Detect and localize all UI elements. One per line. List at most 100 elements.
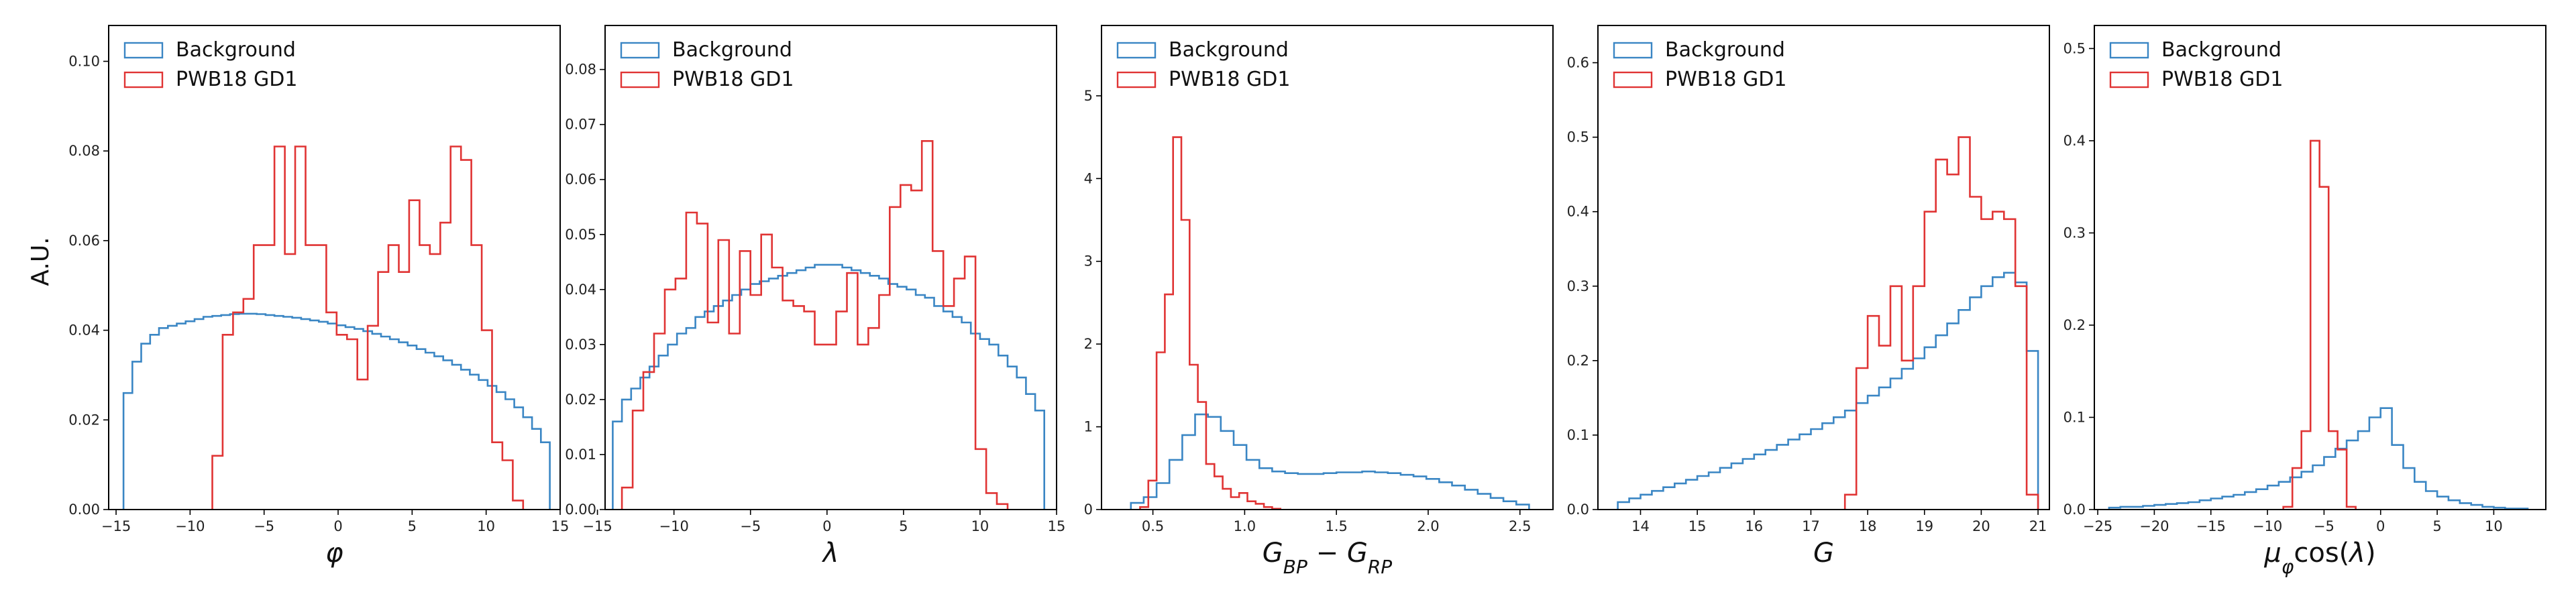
y-tick-label: 0.03: [565, 337, 596, 353]
legend-label-pwb18-gd1: PWB18 GD1: [176, 68, 297, 91]
legend: Background PWB18 GD1: [2109, 38, 2283, 91]
y-tick-label: 3: [1084, 253, 1093, 270]
x-tick-label: 0: [822, 518, 831, 534]
y-tick-label: 0.10: [68, 53, 100, 69]
plot-frame: [2094, 25, 2546, 510]
x-tick-label: 15: [1688, 518, 1707, 534]
x-tick-label: −10: [2253, 518, 2282, 534]
legend: Background PWB18 GD1: [123, 38, 297, 91]
x-tick-label: 0: [2376, 518, 2385, 534]
legend-label-pwb18-gd1: PWB18 GD1: [672, 68, 794, 91]
x-tick-label: −15: [101, 518, 131, 534]
x-axis-label: λ: [822, 538, 839, 569]
y-tick-label: 0.6: [1567, 55, 1589, 71]
legend-label-pwb18-gd1: PWB18 GD1: [1169, 68, 1290, 91]
y-tick-label: 0.04: [565, 282, 596, 298]
x-tick-label: 21: [2029, 518, 2047, 534]
x-tick-label: 18: [1859, 518, 1877, 534]
x-tick-label: 10: [2485, 518, 2503, 534]
x-tick-label: 10: [971, 518, 989, 534]
legend-label-background: Background: [2161, 38, 2282, 62]
y-tick-label: 5: [1084, 88, 1093, 104]
y-tick-label: 0.0: [1567, 501, 1589, 518]
y-tick-label: 0.00: [68, 501, 100, 518]
y-tick-label: 0.05: [565, 227, 596, 243]
y-tick-label: 0.1: [2063, 409, 2086, 425]
legend-label-pwb18-gd1: PWB18 GD1: [2161, 68, 2283, 91]
x-axis-label: G: [1813, 538, 1834, 569]
chart-panel-2: −15 −10 −5 0 5 10 15 0.00 0.01 0.02 0.03 0.04 0.05 0.…: [565, 25, 1065, 569]
legend-swatch-pwb18-gd1: [2109, 71, 2149, 88]
y-tick-label: 0.06: [68, 233, 100, 249]
x-tick-label: 0.5: [1142, 518, 1164, 534]
x-tick-label: 15: [1048, 518, 1066, 534]
y-tick-label: 0.02: [565, 392, 596, 408]
legend: Background PWB18 GD1: [620, 38, 794, 91]
x-tick-label: 20: [1972, 518, 1990, 534]
y-tick-label: 0.04: [68, 322, 100, 339]
x-tick-label: 2.5: [1509, 518, 1531, 534]
x-tick-label: 16: [1745, 518, 1763, 534]
plot-frame: [1597, 25, 2050, 510]
legend-swatch-background: [1116, 42, 1157, 59]
x-tick-label: 14: [1631, 518, 1650, 534]
series-pwb18-gd1-histogram: [621, 140, 1009, 510]
legend-label-pwb18-gd1: PWB18 GD1: [1665, 68, 1786, 91]
y-tick-label: 0.1: [1567, 427, 1589, 443]
x-axis-label: φ: [325, 538, 343, 569]
y-tick-label: 2: [1084, 336, 1093, 352]
series-background-histogram: [1617, 272, 2039, 510]
series-pwb18-gd1-histogram: [2282, 139, 2357, 510]
series-pwb18-gd1-histogram: [1139, 136, 1281, 510]
y-tick-label: 0.06: [565, 172, 596, 188]
y-tick-label: 0.08: [68, 143, 100, 159]
x-tick-label: −5: [254, 518, 274, 534]
x-tick-label: −15: [2196, 518, 2226, 534]
plot-frame: [604, 25, 1057, 510]
y-tick-label: 1: [1084, 419, 1093, 435]
legend-swatch-background: [123, 42, 164, 59]
series-background-histogram: [612, 263, 1045, 510]
series-pwb18-gd1-histogram: [211, 145, 525, 510]
legend-label-background: Background: [176, 38, 296, 62]
x-tick-label: 17: [1802, 518, 1820, 534]
legend: Background PWB18 GD1: [1116, 38, 1290, 91]
legend-label-background: Background: [672, 38, 792, 62]
series-background-histogram: [1130, 413, 1530, 510]
x-axis-label: μφcos(λ): [2263, 538, 2375, 578]
y-tick-label: 0.08: [565, 62, 596, 78]
legend-swatch-background: [620, 42, 660, 59]
x-tick-label: −25: [2083, 518, 2112, 534]
x-tick-label: 15: [551, 518, 570, 534]
series-pwb18-gd1-histogram: [1843, 136, 2039, 510]
x-tick-label: −20: [2139, 518, 2169, 534]
legend-swatch-background: [1613, 42, 1653, 59]
x-tick-label: 1.5: [1325, 518, 1347, 534]
y-tick-label: 0.00: [565, 501, 596, 518]
x-tick-label: 5: [899, 518, 908, 534]
y-tick-label: 0.2: [1567, 353, 1589, 369]
y-tick-label: 0.01: [565, 447, 596, 463]
y-tick-label: 0.0: [2063, 501, 2086, 518]
series-background-histogram: [122, 312, 551, 510]
legend-swatch-background: [2109, 42, 2149, 59]
plot-frame: [108, 25, 561, 510]
chart-panel-3: 0.5 1.0 1.5 2.0 2.5 0 1 2 3 4 5 GBP − GRP Background…: [1084, 25, 1554, 578]
x-tick-label: −10: [175, 518, 205, 534]
y-tick-label: 0.3: [2063, 225, 2086, 241]
y-tick-label: 0.07: [565, 117, 596, 133]
x-tick-label: −5: [2314, 518, 2334, 534]
x-tick-label: −10: [659, 518, 688, 534]
x-tick-label: −5: [740, 518, 761, 534]
chart-panel-5: −25 −20 −15 −10 −5 0 5 10 0.0 0.1 0.2 0.3 0.4 0.5 μφco…: [2063, 25, 2546, 578]
y-tick-label: 0.5: [2063, 40, 2086, 56]
y-tick-label: 0.4: [2063, 133, 2086, 149]
y-tick-label: 0.2: [2063, 317, 2086, 333]
x-tick-label: 10: [477, 518, 495, 534]
y-tick-label: 0: [1084, 501, 1093, 518]
chart-panel-4: 14 15 16 17 18 19 20 21 0.0 0.1 0.2 0.3 0.4 0.5 0.6 G Ba…: [1567, 25, 2050, 569]
legend-swatch-pwb18-gd1: [1613, 71, 1653, 88]
legend-label-background: Background: [1169, 38, 1289, 62]
y-tick-label: 0.02: [68, 412, 100, 428]
